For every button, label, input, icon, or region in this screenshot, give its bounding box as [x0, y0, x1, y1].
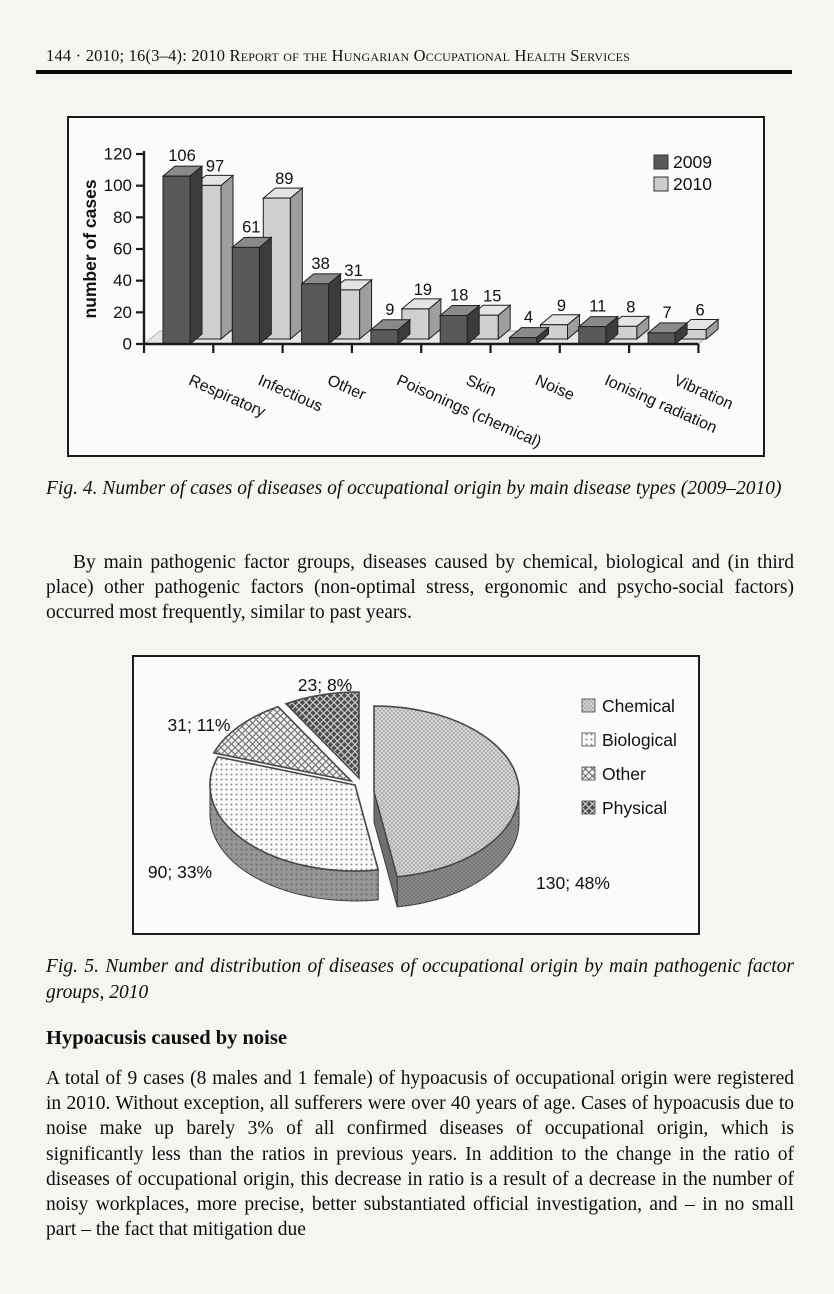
paragraph-pathogenic-factors: By main pathogenic factor groups, diseas…: [46, 552, 794, 624]
svg-text:40: 40: [113, 271, 132, 290]
svg-text:9: 9: [385, 301, 394, 319]
running-header: 144 · 2010; 16(3–4): 2010 Report of the …: [46, 46, 806, 66]
figure4-caption: Fig. 4. Number of cases of diseases of o…: [46, 478, 782, 499]
svg-text:4: 4: [524, 309, 533, 327]
svg-text:15: 15: [483, 287, 501, 305]
header-rule: [36, 70, 792, 74]
paragraph-hypoacusis: A total of 9 cases (8 males and 1 female…: [46, 1068, 794, 1241]
svg-text:Other: Other: [602, 764, 646, 784]
svg-text:38: 38: [311, 255, 329, 273]
section-heading: Hypoacusis caused by noise: [46, 1027, 287, 1049]
svg-text:2009: 2009: [673, 152, 712, 172]
svg-text:97: 97: [206, 157, 224, 175]
svg-text:6: 6: [696, 302, 705, 320]
svg-text:61: 61: [242, 218, 260, 236]
svg-text:89: 89: [275, 170, 293, 188]
svg-text:19: 19: [414, 281, 432, 299]
figure5-caption: Fig. 5. Number and distribution of disea…: [46, 956, 794, 1003]
svg-text:7: 7: [663, 304, 672, 322]
svg-text:31: 31: [344, 262, 362, 280]
svg-text:23; 8%: 23; 8%: [298, 675, 352, 695]
svg-text:9: 9: [557, 297, 566, 315]
svg-text:90; 33%: 90; 33%: [148, 862, 212, 882]
svg-text:120: 120: [104, 145, 132, 164]
svg-text:60: 60: [113, 240, 132, 259]
bar-chart-figure: 0 20 40 60 80 100 120 number of cases 106 97 61 89 3…: [67, 116, 765, 457]
svg-text:18: 18: [450, 287, 468, 305]
svg-text:2010: 2010: [673, 174, 712, 194]
svg-text:106: 106: [168, 147, 196, 165]
svg-text:130; 48%: 130; 48%: [536, 873, 610, 893]
svg-text:Chemical: Chemical: [602, 696, 675, 716]
svg-text:number of cases: number of cases: [80, 179, 100, 318]
svg-text:Biological: Biological: [602, 730, 677, 750]
pie-chart-svg: 130; 48% 90; 33% 31; 11% 23; 8% Chemical Biol…: [148, 675, 677, 908]
header-journal-title: 2010 Report of the Hungarian Occupationa…: [191, 46, 631, 65]
svg-text:11: 11: [589, 298, 606, 316]
svg-text:Physical: Physical: [602, 798, 667, 818]
svg-text:Respiratory: Respiratory: [186, 372, 268, 421]
svg-text:20: 20: [113, 303, 132, 322]
svg-text:8: 8: [626, 298, 635, 316]
header-page-info: 144 · 2010; 16(3–4):: [46, 46, 192, 65]
svg-text:100: 100: [104, 176, 132, 195]
svg-text:80: 80: [113, 208, 132, 227]
svg-text:31; 11%: 31; 11%: [168, 715, 231, 735]
svg-text:0: 0: [123, 335, 132, 354]
pie-chart-figure: 130; 48% 90; 33% 31; 11% 23; 8% Chemical Biol…: [132, 655, 700, 935]
svg-text:Noise: Noise: [533, 372, 577, 404]
svg-text:Skin: Skin: [463, 372, 498, 400]
svg-text:Other: Other: [325, 372, 369, 404]
